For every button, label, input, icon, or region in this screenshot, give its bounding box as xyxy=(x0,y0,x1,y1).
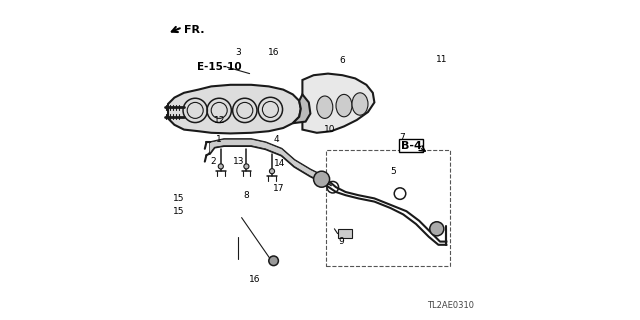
Text: 16: 16 xyxy=(249,276,260,284)
Text: 16: 16 xyxy=(268,48,279,57)
Text: B-4: B-4 xyxy=(401,140,422,151)
Ellipse shape xyxy=(336,94,352,117)
Text: 13: 13 xyxy=(233,157,244,166)
Polygon shape xyxy=(302,74,374,133)
Text: FR.: FR. xyxy=(184,25,205,36)
Circle shape xyxy=(269,169,275,174)
Ellipse shape xyxy=(317,96,333,118)
Text: 2: 2 xyxy=(210,157,216,166)
Text: 1: 1 xyxy=(216,135,222,144)
Text: TL2AE0310: TL2AE0310 xyxy=(427,301,474,310)
Circle shape xyxy=(314,171,330,187)
Circle shape xyxy=(244,164,249,169)
Text: 5: 5 xyxy=(391,167,396,176)
Ellipse shape xyxy=(352,93,368,115)
Text: 12: 12 xyxy=(214,116,225,124)
Text: 7: 7 xyxy=(399,133,404,142)
Text: 17: 17 xyxy=(273,184,284,193)
Text: 15: 15 xyxy=(173,207,185,216)
Circle shape xyxy=(430,222,444,236)
Text: 8: 8 xyxy=(244,191,249,200)
Text: 6: 6 xyxy=(340,56,345,65)
Circle shape xyxy=(218,164,223,169)
Text: 11: 11 xyxy=(436,55,447,64)
Bar xyxy=(326,150,449,266)
Text: E-15-10: E-15-10 xyxy=(197,62,241,72)
Text: 15: 15 xyxy=(173,194,185,203)
Text: 4: 4 xyxy=(274,135,280,144)
Circle shape xyxy=(269,256,278,266)
Text: 10: 10 xyxy=(324,125,335,134)
Polygon shape xyxy=(168,85,301,133)
Polygon shape xyxy=(292,94,310,123)
Text: 3: 3 xyxy=(236,48,241,57)
Polygon shape xyxy=(210,139,320,181)
Text: 9: 9 xyxy=(338,237,344,246)
Bar xyxy=(338,229,352,238)
Text: 14: 14 xyxy=(275,159,285,168)
